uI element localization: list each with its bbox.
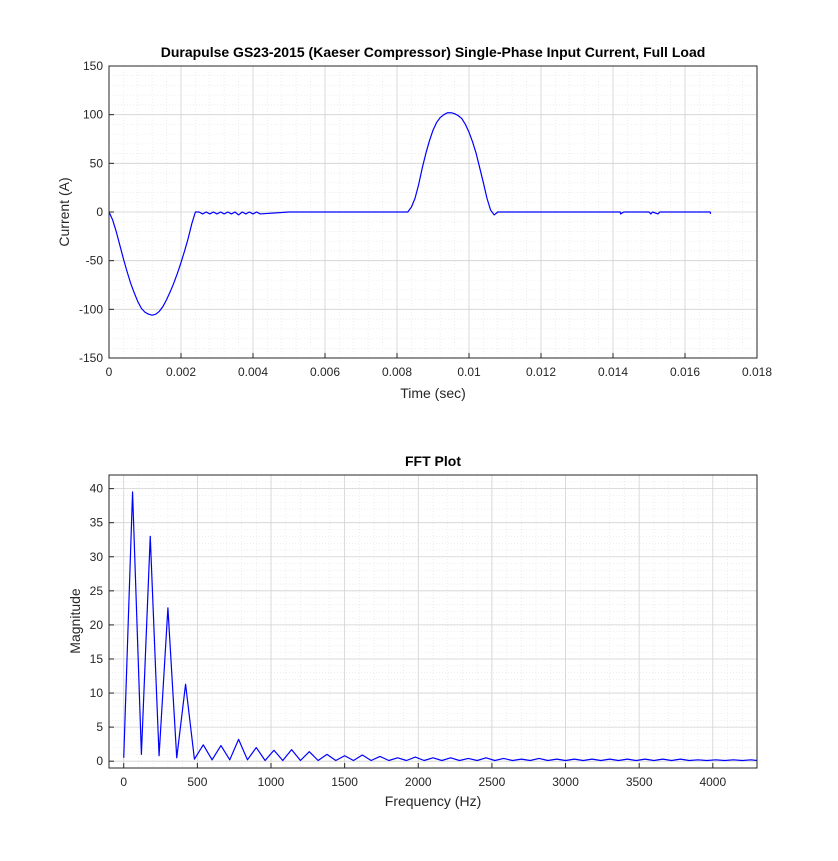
current-plot-ticks: 0 0.002 0.004 0.006 0.008 0.01 0.012 0.014 0.016… <box>79 59 772 379</box>
current-plot-x-tick-label: 0.008 <box>382 365 412 379</box>
fft-plot-x-tick-label: 1000 <box>258 775 285 789</box>
current-plot: 0 0.002 0.004 0.006 0.008 0.01 0.012 0.014 0.016… <box>56 44 772 401</box>
current-plot-x-tick-label: 0 <box>106 365 113 379</box>
fft-plot-series <box>123 491 758 762</box>
fft-plot-x-tick-label: 2500 <box>479 775 506 789</box>
fft-plot: 0 500 1000 1500 2000 2500 3000 3500 4000 40 35 30 25… <box>67 453 758 809</box>
fft-plot-y-tick-label: 15 <box>90 652 104 666</box>
fft-plot-x-tick-label: 0 <box>120 775 127 789</box>
current-plot-y-tick-label: 0 <box>96 205 103 219</box>
fft-plot-x-tick-label: 3000 <box>552 775 579 789</box>
current-plot-grid <box>108 65 758 359</box>
fft-plot-x-tick-label: 1500 <box>331 775 358 789</box>
fft-plot-y-tick-label: 10 <box>90 686 104 700</box>
fft-plot-x-tick-label: 2000 <box>405 775 432 789</box>
current-plot-title: Durapulse GS23-2015 (Kaeser Compressor) … <box>161 44 706 60</box>
current-plot-y-tick-label: 100 <box>83 108 103 122</box>
current-plot-y-tick-label: -150 <box>79 351 103 365</box>
current-plot-x-tick-label: 0.018 <box>742 365 772 379</box>
current-plot-x-tick-label: 0.006 <box>310 365 340 379</box>
current-plot-x-tick-label: 0.002 <box>166 365 196 379</box>
fft-plot-y-tick-label: 30 <box>90 550 104 564</box>
current-plot-series-line <box>108 112 712 316</box>
fft-plot-series-line <box>123 491 758 762</box>
fft-plot-ylabel: Magnitude <box>67 588 83 654</box>
fft-plot-x-tick-label: 500 <box>187 775 207 789</box>
current-plot-x-tick-label: 0.014 <box>598 365 628 379</box>
fft-plot-y-tick-label: 20 <box>90 618 104 632</box>
current-plot-x-tick-label: 0.016 <box>670 365 700 379</box>
fft-plot-y-tick-label: 40 <box>90 482 104 496</box>
current-plot-x-tick-label: 0.01 <box>457 365 481 379</box>
fft-plot-y-tick-label: 0 <box>96 754 103 768</box>
current-plot-y-tick-label: 150 <box>83 59 103 73</box>
current-plot-series <box>108 112 712 316</box>
fft-plot-y-tick-label: 5 <box>96 720 103 734</box>
current-plot-y-tick-label: -100 <box>79 302 103 316</box>
fft-plot-x-tick-label: 4000 <box>699 775 726 789</box>
fft-plot-grid <box>109 475 757 768</box>
fft-plot-frame <box>108 474 758 769</box>
fft-plot-title: FFT Plot <box>405 453 461 469</box>
fft-plot-xlabel: Frequency (Hz) <box>385 793 481 809</box>
current-plot-ylabel: Current (A) <box>56 177 72 246</box>
fft-plot-y-tick-label: 35 <box>90 516 104 530</box>
current-plot-xlabel: Time (sec) <box>400 385 466 401</box>
current-plot-x-tick-label: 0.004 <box>238 365 268 379</box>
fft-plot-x-tick-label: 3500 <box>626 775 653 789</box>
fft-plot-ticks: 0 500 1000 1500 2000 2500 3000 3500 4000 40 35 30 25… <box>90 482 727 789</box>
current-plot-x-tick-label: 0.012 <box>526 365 556 379</box>
current-plot-y-tick-label: 50 <box>90 156 104 170</box>
fft-plot-y-tick-label: 25 <box>90 584 104 598</box>
current-plot-y-tick-label: -50 <box>86 254 104 268</box>
